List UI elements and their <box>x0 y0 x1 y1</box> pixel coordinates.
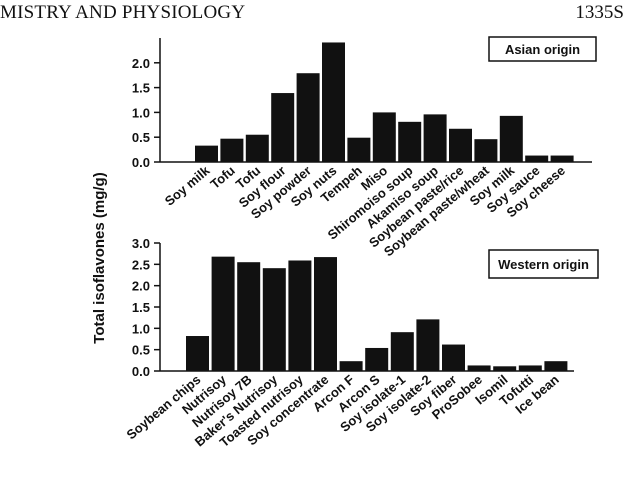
y-tick-label: 3.0 <box>132 236 150 251</box>
bar <box>493 366 517 371</box>
bar <box>296 73 320 162</box>
bar <box>288 260 312 371</box>
bar <box>186 336 209 371</box>
bar <box>339 361 363 371</box>
y-tick-label: 2.0 <box>132 279 150 294</box>
bar <box>525 155 549 162</box>
bar <box>314 257 337 371</box>
bar <box>322 42 345 162</box>
bar <box>211 256 235 371</box>
bar <box>442 344 465 371</box>
y-tick-label: 2.5 <box>132 257 150 272</box>
category-label: Tofu <box>207 163 238 192</box>
bar <box>220 138 244 162</box>
category-label: Soy milk <box>162 162 213 208</box>
y-axis-label: Total isoflavones (mg/g) <box>91 172 108 343</box>
bar <box>416 319 440 371</box>
bar <box>544 361 568 371</box>
bar <box>474 139 498 162</box>
y-tick-label: 0.5 <box>132 130 150 145</box>
bar <box>550 155 574 162</box>
bar <box>518 365 542 371</box>
bar <box>467 365 491 371</box>
bar <box>449 128 472 162</box>
bar <box>398 121 422 162</box>
bar <box>195 145 218 162</box>
y-tick-label: 0.0 <box>132 155 150 170</box>
y-tick-label: 1.5 <box>132 81 150 96</box>
running-head: MISTRY AND PHYSIOLOGY <box>0 2 246 23</box>
legend-label: Asian origin <box>505 42 580 57</box>
bar <box>372 112 396 162</box>
y-tick-label: 0.5 <box>132 343 150 358</box>
legend-box <box>488 36 597 62</box>
y-tick-label: 1.5 <box>132 300 150 315</box>
bar <box>271 93 295 162</box>
bar <box>423 114 447 162</box>
y-tick-label: 2.0 <box>132 56 150 71</box>
bar <box>245 134 269 162</box>
page-number: 1335S <box>575 2 624 23</box>
bar <box>237 262 261 371</box>
bar <box>262 268 286 371</box>
legend-label: Western origin <box>498 257 589 272</box>
bar <box>347 137 371 162</box>
bar <box>365 347 389 371</box>
bar <box>499 115 523 162</box>
y-tick-label: 1.0 <box>132 321 150 336</box>
y-tick-label: 1.0 <box>132 105 150 120</box>
legend-box <box>488 249 599 279</box>
y-tick-label: 0.0 <box>132 364 150 379</box>
bar <box>390 332 414 371</box>
